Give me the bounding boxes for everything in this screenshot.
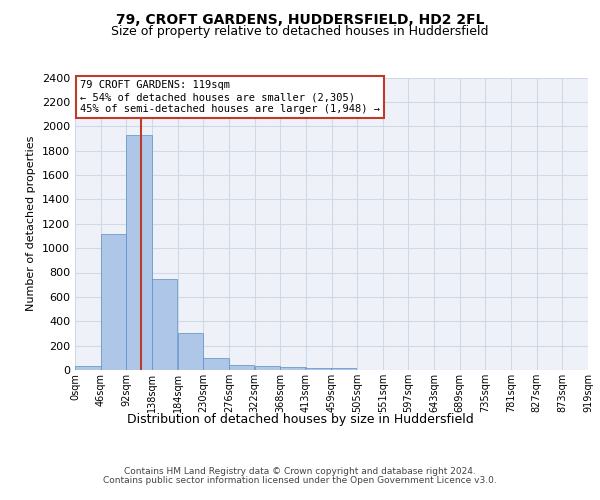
Text: Size of property relative to detached houses in Huddersfield: Size of property relative to detached ho…: [111, 25, 489, 38]
Bar: [178, 334, 203, 370]
Bar: [203, 358, 229, 370]
Bar: [229, 364, 254, 370]
Text: 79 CROFT GARDENS: 119sqm
← 54% of detached houses are smaller (2,305)
45% of sem: 79 CROFT GARDENS: 119sqm ← 54% of detach…: [80, 80, 380, 114]
Y-axis label: Number of detached properties: Number of detached properties: [26, 136, 37, 312]
Bar: [331, 368, 356, 370]
Text: 79, CROFT GARDENS, HUDDERSFIELD, HD2 2FL: 79, CROFT GARDENS, HUDDERSFIELD, HD2 2FL: [116, 12, 484, 26]
Bar: [127, 135, 152, 370]
Text: Contains HM Land Registry data © Crown copyright and database right 2024.: Contains HM Land Registry data © Crown c…: [124, 468, 476, 476]
Bar: [75, 366, 101, 370]
Text: Distribution of detached houses by size in Huddersfield: Distribution of detached houses by size …: [127, 412, 473, 426]
Bar: [152, 278, 178, 370]
Bar: [305, 368, 331, 370]
Text: Contains public sector information licensed under the Open Government Licence v3: Contains public sector information licen…: [103, 476, 497, 485]
Bar: [254, 366, 280, 370]
Bar: [280, 367, 306, 370]
Bar: [101, 234, 126, 370]
